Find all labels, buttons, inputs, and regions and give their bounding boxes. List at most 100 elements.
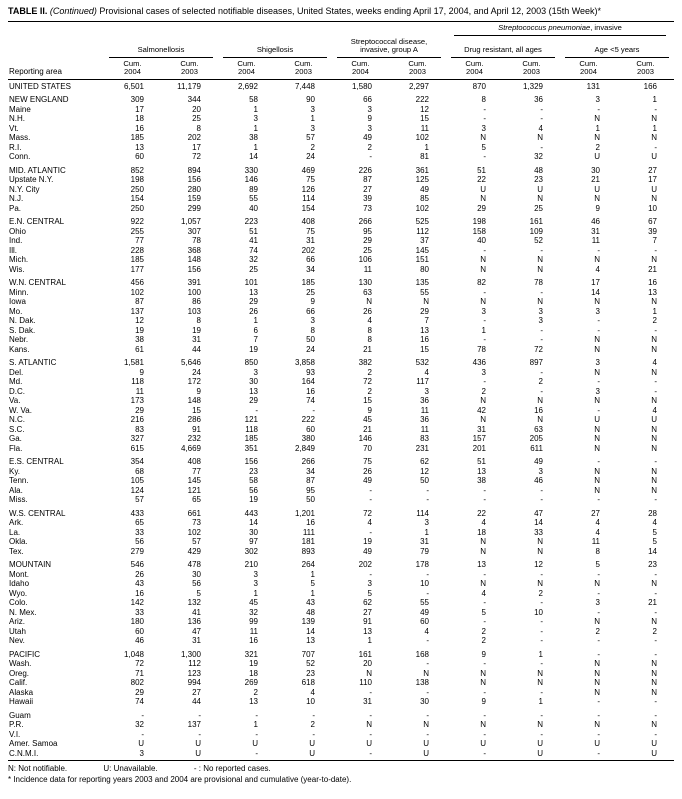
reporting-area-cell: Utah [9,626,26,636]
value-cell: 2 [367,386,372,396]
value-cell: 27 [591,508,600,518]
value-cell: 102 [415,133,429,143]
value-cell: 3 [538,466,543,476]
value-cell: 131 [586,81,600,91]
value-cell: - [540,325,543,335]
value-cell: - [597,649,600,659]
value-cell: 49 [363,476,372,486]
value-cell: - [483,287,486,297]
value-cell: 3 [481,123,486,133]
value-cell: 25 [306,287,315,297]
value-cell: 2 [367,142,372,152]
value-cell: 146 [358,434,372,444]
shigellosis-label: Shigellosis [256,45,294,55]
value-cell: 19 [249,344,258,354]
value-cell: 83 [420,434,429,444]
value-cell: 31 [192,636,201,646]
value-cell: 1,057 [180,217,201,227]
table-row: Mont. 26 30 3 1 - - - - - - [8,570,674,580]
value-cell: 11 [249,626,258,636]
value-cell: 161 [358,649,372,659]
value-cell: 433 [130,508,144,518]
value-cell: 95 [363,226,372,236]
table-row: Iowa 87 86 29 9 N N N N N N [8,297,674,307]
value-cell: 7 [652,236,657,246]
value-cell: 17 [591,278,600,288]
table-row: S. ATLANTIC 1,581 5,646 850 3,858 382 532 436 89… [8,358,674,368]
value-cell: 26 [363,306,372,316]
reporting-area-cell: Conn. [9,152,31,162]
value-cell: 266 [358,217,372,227]
value-cell: 1 [538,649,543,659]
value-cell: - [483,152,486,162]
value-cell: 172 [187,377,201,387]
value-cell: 13 [249,386,258,396]
value-cell: 4 [367,518,372,528]
value-cell: - [426,636,429,646]
value-cell: 34 [306,264,315,274]
reporting-area-cell: Guam [9,710,31,720]
value-cell: 45 [363,415,372,425]
value-cell: N [651,297,657,307]
value-cell: - [654,607,657,617]
value-cell: 36 [420,396,429,406]
value-cell: - [597,710,600,720]
value-cell: - [654,636,657,646]
value-cell: 87 [135,297,144,307]
value-cell: 130 [358,278,372,288]
value-cell: 32 [534,152,543,162]
value-cell: 1 [481,325,486,335]
value-cell: 4 [652,405,657,415]
value-cell: U [594,184,600,194]
value-cell: 3 [367,104,372,114]
notifiable-diseases-table: Reporting area Streptococcus pneumoniae,… [8,21,674,762]
table-row: Utah 60 47 11 14 13 4 2 - 2 2 [8,627,674,637]
value-cell: 181 [301,537,315,547]
cum-year-header: Cum. 2003 [161,57,218,80]
value-cell: 2,849 [294,443,315,453]
value-cell: N [423,668,429,678]
value-cell: 18 [135,114,144,124]
value-cell: 46 [135,636,144,646]
table-row: Ga. 327 232 185 380 146 83 157 205 N N [8,434,674,444]
reporting-area-cell: Hawaii [9,697,34,707]
value-cell: - [540,617,543,627]
value-cell: 154 [301,203,315,213]
value-cell: - [483,485,486,495]
value-cell: N [651,668,657,678]
value-cell: 16 [135,123,144,133]
value-cell: 1 [253,588,258,598]
value-cell: 24 [306,344,315,354]
table-row: Ky. 68 77 23 34 26 12 13 3 N N [8,467,674,477]
value-cell: 23 [306,668,315,678]
value-cell: - [255,748,258,758]
value-cell: 202 [301,245,315,255]
value-cell: 12 [420,104,429,114]
value-cell: 105 [130,476,144,486]
value-cell: - [654,325,657,335]
value-cell: - [540,386,543,396]
value-cell: 309 [130,95,144,105]
reporting-area-cell: Kans. [9,344,30,354]
value-cell: - [141,729,144,739]
column-group-strep-a: Streptococcal disease, invasive, group A [332,36,446,58]
value-cell: 4 [652,518,657,528]
reporting-area-cell: Fla. [9,443,23,453]
value-cell: 3 [139,748,144,758]
value-cell: 4 [538,123,543,133]
value-cell: 58 [249,476,258,486]
reporting-area-cell: D.C. [9,386,25,396]
value-cell: 17 [648,175,657,185]
value-cell: 185 [244,434,258,444]
value-cell: 26 [363,466,372,476]
value-cell: - [369,687,372,697]
value-cell: 1 [310,114,315,124]
value-cell: N [480,396,486,406]
value-cell: U [423,748,429,758]
value-cell: 3 [595,95,600,105]
value-cell: 43 [135,579,144,589]
value-cell: 30 [249,377,258,387]
value-cell: N [537,255,543,265]
value-cell: 103 [187,306,201,316]
value-cell: 10 [306,697,315,707]
